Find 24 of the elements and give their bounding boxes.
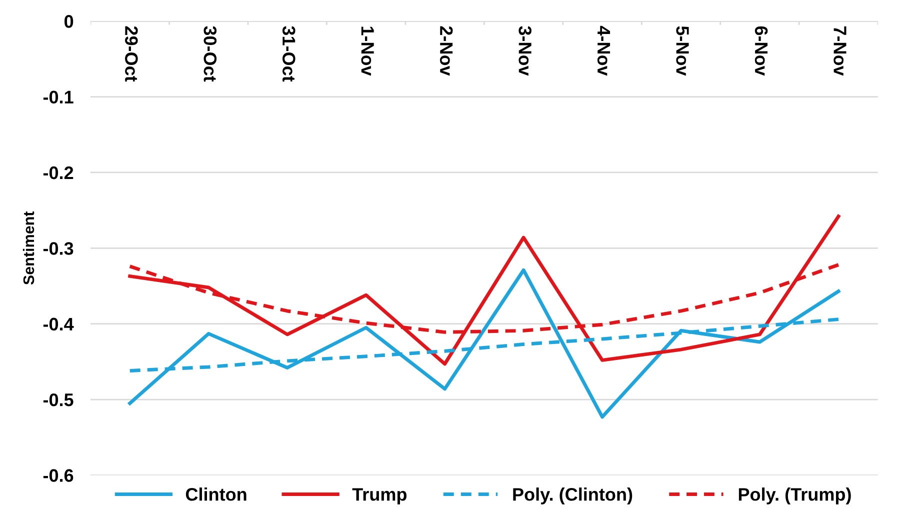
x-tick-label: 1-Nov — [361, 26, 374, 76]
x-tick-label: 7-Nov — [834, 26, 846, 76]
x-tick-label: 30-Oct — [204, 26, 217, 82]
y-tick-label: -0.5 — [43, 393, 74, 406]
y-axis-title: Sentiment — [22, 211, 34, 285]
legend-label: Clinton — [186, 488, 246, 501]
y-tick-label: -0.1 — [43, 90, 74, 104]
x-tick-label: 4-Nov — [597, 26, 610, 76]
y-tick-label: -0.2 — [43, 166, 74, 180]
x-tick-label: 5-Nov — [676, 26, 689, 76]
x-tick-label: 29-Oct — [125, 26, 138, 82]
y-tick-label: 0 — [64, 15, 74, 28]
y-tick-label: -0.4 — [43, 318, 74, 331]
x-tick-label: 2-Nov — [440, 26, 453, 76]
x-tick-label: 3-Nov — [518, 26, 532, 76]
legend-label: Poly. (Clinton) — [513, 488, 632, 504]
y-tick-label: -0.3 — [43, 242, 74, 255]
y-tick-label: -0.6 — [43, 469, 74, 482]
x-tick-label: 31-Oct — [282, 26, 296, 82]
legend-label: Poly. (Trump) — [738, 488, 851, 504]
line-series — [128, 214, 840, 366]
line-series — [128, 268, 840, 419]
x-tick-label: 6-Nov — [754, 26, 768, 76]
legend-label: Trump — [352, 488, 407, 504]
